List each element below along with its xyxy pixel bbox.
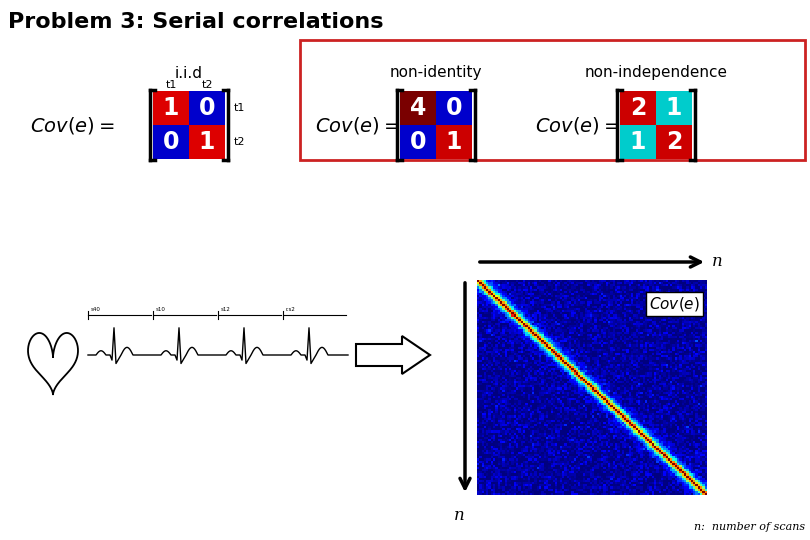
Text: t2: t2 [234,137,245,147]
Text: 1: 1 [630,130,646,154]
Bar [656,91,692,125]
Bar [400,91,436,125]
Text: $Cov(e) =$: $Cov(e) =$ [315,114,399,136]
Text: 1: 1 [198,130,215,154]
Text: 0: 0 [163,130,179,154]
Text: 1: 1 [666,96,682,120]
Bar [436,91,472,125]
Bar [189,125,225,159]
Text: 0: 0 [410,130,426,154]
Text: 1: 1 [163,96,179,120]
Bar [300,40,805,160]
Text: non-independence: non-independence [585,65,727,80]
Text: n:  number of scans: n: number of scans [694,522,805,532]
Bar [620,91,656,125]
Bar [400,125,436,159]
Text: 2: 2 [630,96,646,120]
Polygon shape [356,336,430,374]
Bar [189,91,225,125]
Bar [656,125,692,159]
Text: n: n [454,507,464,524]
Text: 1: 1 [446,130,463,154]
Text: 0: 0 [446,96,463,120]
Bar [153,125,189,159]
Bar [436,125,472,159]
Text: s12: s12 [221,307,231,312]
Text: 2: 2 [666,130,682,154]
Text: Problem 3: Serial correlations: Problem 3: Serial correlations [8,12,383,32]
Text: 4: 4 [410,96,426,120]
Text: t1: t1 [234,103,245,113]
Text: t1: t1 [165,80,177,90]
Bar [153,91,189,125]
Text: n: n [712,253,723,271]
Text: non-identity: non-identity [390,65,482,80]
Bar [620,125,656,159]
Text: $Cov(e) =$: $Cov(e) =$ [30,114,114,136]
Text: t2: t2 [201,80,213,90]
Text: $Cov(e) =$: $Cov(e) =$ [535,114,620,136]
Text: r.s2: r.s2 [286,307,296,312]
Text: 0: 0 [198,96,215,120]
Text: s40: s40 [91,307,101,312]
Text: s10: s10 [156,307,166,312]
Text: i.i.d: i.i.d [175,65,203,80]
Text: $Cov(e)$: $Cov(e)$ [649,295,700,313]
